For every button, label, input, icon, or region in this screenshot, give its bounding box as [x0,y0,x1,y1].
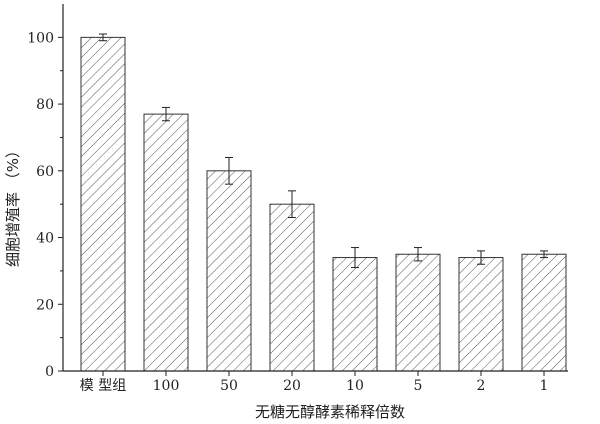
y-tick-label: 0 [45,364,54,380]
bar-4 [332,257,378,372]
x-tick-label: 2 [477,378,486,394]
x-axis-title: 无糖无醇酵素稀释倍数 [255,403,405,421]
error-bar-6 [477,250,485,265]
x-tick-label: 10 [346,378,364,394]
x-tick-label: 1 [540,378,549,394]
y-tick-label: 20 [36,297,54,313]
error-bar-1 [162,106,170,122]
error-bar-7 [540,250,548,259]
error-bars-group [99,33,548,269]
bar-7 [521,253,567,372]
bars-group [80,36,567,372]
y-tick-label: 100 [27,30,54,46]
bar-2 [206,170,252,372]
y-axis-title: 细胞增殖率 （%） [4,143,22,267]
y-tick-label: 80 [36,97,54,113]
x-tick-label: 50 [220,378,238,394]
x-tick-label: 20 [283,378,301,394]
error-bar-3 [288,190,296,219]
error-bar-2 [225,156,233,185]
error-bar-0 [99,33,107,42]
bar-3 [269,203,315,372]
y-tick-label: 40 [36,231,54,247]
axes-group [62,4,568,372]
error-bar-5 [414,247,422,262]
bar-6 [458,257,504,372]
bar-5 [395,253,441,372]
x-tick-label: 5 [414,378,423,394]
x-ticks-group: 模 型组 100 50 20 10 5 2 1 [80,371,549,394]
x-tick-label: 100 [153,378,180,394]
error-bar-4 [351,247,359,269]
x-tick-label: 模 型组 [80,378,126,394]
y-tick-label: 60 [36,164,54,180]
y-ticks-group: 0 20 40 60 80 100 [27,30,63,380]
bar-1 [143,113,189,372]
bar-0 [80,36,126,372]
